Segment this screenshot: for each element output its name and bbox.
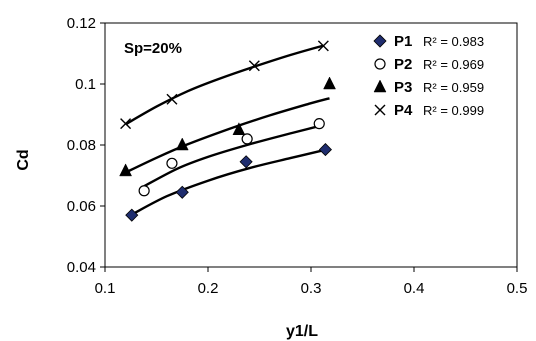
data-point-p2 xyxy=(166,157,178,169)
chart-annotation: Sp=20% xyxy=(124,40,182,57)
x-marker-stroke xyxy=(317,40,329,52)
series-p4 xyxy=(120,40,329,130)
data-point-p4 xyxy=(248,60,260,72)
x-marker-stroke xyxy=(120,118,132,130)
y-tick-label: 0.06 xyxy=(67,198,96,215)
y-tick-label: 0.08 xyxy=(67,137,96,154)
x-marker-stroke xyxy=(248,60,260,72)
legend-label-p3: P3 xyxy=(394,79,412,96)
series-p3 xyxy=(119,76,336,177)
data-point-p3 xyxy=(175,137,189,151)
legend: P1 R² = 0.983 P2 R² = 0.969 P3 R² = 0.959 P4 R²… xyxy=(373,33,484,119)
trendline-p4 xyxy=(125,44,324,126)
legend-marker-p4 xyxy=(374,104,386,116)
x-marker-stroke xyxy=(374,104,386,116)
data-point-p1 xyxy=(175,185,189,199)
y-tick-label: 0.1 xyxy=(75,76,96,93)
data-point-p3 xyxy=(119,163,133,177)
legend-r2-p3: R² = 0.959 xyxy=(423,80,484,95)
data-point-p3 xyxy=(232,122,246,135)
legend-r2-p1: R² = 0.983 xyxy=(423,34,484,49)
data-point-p4 xyxy=(120,118,132,130)
legend-r2-p4: R² = 0.999 xyxy=(423,103,484,118)
y-axis-label: Cd xyxy=(15,149,32,170)
legend-marker-p1 xyxy=(373,34,387,48)
trendline-p2 xyxy=(143,124,320,188)
data-point-p4 xyxy=(317,40,329,52)
data-point-p1 xyxy=(318,143,332,157)
plot-area xyxy=(119,40,336,222)
legend-r2-p2: R² = 0.969 xyxy=(423,57,484,72)
legend-marker-p3 xyxy=(373,79,387,93)
series-p1 xyxy=(125,143,332,222)
x-tick-label: 0.5 xyxy=(507,280,528,297)
y-tick-label: 0.12 xyxy=(67,15,96,32)
axes: 0.04 0.06 0.08 0.1 0.12 0.1 0.2 0.3 0.4 0.5 xyxy=(67,15,528,297)
data-point-p2 xyxy=(138,185,150,197)
trendline-p1 xyxy=(131,148,327,216)
series-p2 xyxy=(138,118,325,197)
x-tick-label: 0.1 xyxy=(95,280,116,297)
data-point-p3 xyxy=(323,76,336,90)
y-tick-label: 0.04 xyxy=(67,259,96,276)
data-point-p1 xyxy=(125,208,139,222)
legend-label-p4: P4 xyxy=(394,102,413,119)
x-marker-stroke xyxy=(166,93,178,105)
data-point-p1 xyxy=(239,155,253,169)
data-point-p4 xyxy=(166,93,178,105)
data-point-p2 xyxy=(241,133,253,145)
trendline-p3 xyxy=(125,97,330,174)
x-tick-label: 0.2 xyxy=(198,280,219,297)
legend-label-p2: P2 xyxy=(394,56,412,73)
x-axis-label: y1/L xyxy=(286,323,318,340)
legend-label-p1: P1 xyxy=(394,33,412,50)
x-tick-label: 0.4 xyxy=(404,280,425,297)
x-tick-label: 0.3 xyxy=(301,280,322,297)
data-point-p2 xyxy=(313,118,325,130)
legend-marker-p2 xyxy=(374,58,386,70)
